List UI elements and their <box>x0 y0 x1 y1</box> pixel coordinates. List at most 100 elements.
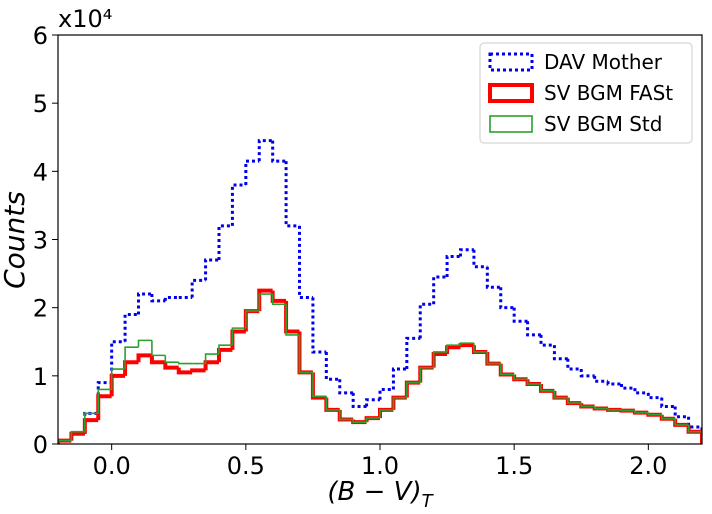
histogram-step <box>298 334 313 374</box>
y-axis-label: Counts <box>0 191 31 289</box>
histogram-step <box>163 362 179 370</box>
histogram-step <box>485 266 501 289</box>
histogram-step <box>284 300 300 334</box>
histogram-step <box>243 309 260 332</box>
histogram-step <box>110 368 126 390</box>
x-axis-label: (B − V)T <box>327 477 434 512</box>
y-tick-label: 1 <box>33 363 48 391</box>
legend-swatch <box>489 115 533 133</box>
plot-frame <box>57 34 703 445</box>
histogram-step <box>244 159 260 185</box>
histogram-step <box>284 161 300 228</box>
histogram-step <box>285 304 300 336</box>
histogram-step <box>378 387 394 400</box>
histogram-step <box>647 412 662 416</box>
histogram-step <box>513 374 528 381</box>
histogram-step <box>392 396 407 410</box>
histogram-step <box>270 290 287 303</box>
histogram-step <box>176 367 193 375</box>
histogram-step <box>660 414 676 420</box>
x-tick-label: 2.0 <box>629 452 667 480</box>
y-tick-label: 0 <box>33 431 48 459</box>
histogram-step <box>190 368 206 373</box>
histogram-step <box>674 418 689 426</box>
histogram-step <box>593 406 609 410</box>
x-tick-label: 0.0 <box>93 452 131 480</box>
x-tick-label: 0.5 <box>227 452 265 480</box>
y-tick-label: 6 <box>33 22 48 50</box>
histogram-step <box>136 353 152 363</box>
legend-label: SV BGM Std <box>544 112 662 136</box>
histogram-step <box>298 225 313 299</box>
histogram-step <box>245 310 260 329</box>
histogram-step <box>471 345 488 354</box>
histogram-step <box>230 183 246 226</box>
x-axis-label-main: (B − V) <box>327 477 421 507</box>
histogram-step <box>58 439 72 444</box>
histogram-step <box>552 345 568 361</box>
histogram-step <box>498 363 515 377</box>
y-offset-label: x10⁴ <box>58 5 112 33</box>
histogram-step <box>163 295 179 301</box>
y-tick-label: 4 <box>33 158 48 186</box>
legend-swatch <box>488 83 534 103</box>
histogram-step <box>352 419 367 423</box>
histogram-step <box>123 360 139 376</box>
legend-label: SV BGM FASt <box>544 81 673 105</box>
histogram-step <box>552 390 568 400</box>
histogram-step <box>324 351 340 381</box>
histogram-step <box>310 372 327 400</box>
histogram-step <box>620 409 635 412</box>
histogram-step <box>257 139 273 162</box>
histogram-step <box>231 327 246 346</box>
histogram-step <box>459 248 474 257</box>
histogram-step <box>69 431 85 441</box>
y-tick-label: 2 <box>33 295 48 323</box>
histogram-step <box>499 287 515 310</box>
histogram-step <box>149 355 166 365</box>
histogram-step <box>553 390 568 399</box>
histogram-step <box>337 409 354 422</box>
histogram-step <box>567 397 582 404</box>
x-tick-label: 1.5 <box>495 452 533 480</box>
histogram-step <box>673 418 689 427</box>
histogram-step <box>324 397 340 412</box>
histogram-step <box>405 336 421 370</box>
x-tick-label: 1.0 <box>361 452 399 480</box>
histogram-step <box>109 373 126 397</box>
histogram-step <box>459 342 474 346</box>
histogram-step <box>620 384 635 390</box>
histogram-step <box>472 249 488 269</box>
histogram-step <box>203 360 219 371</box>
histogram-step <box>593 375 609 383</box>
histogram-step <box>190 278 206 298</box>
histogram-step <box>258 293 273 312</box>
histogram-step <box>70 430 85 441</box>
histogram-step <box>177 362 193 365</box>
histogram-step <box>365 417 380 423</box>
histogram-step <box>445 345 461 355</box>
histogram-step <box>458 343 474 348</box>
histogram-step <box>204 258 219 281</box>
histogram-step <box>271 294 287 306</box>
histogram-step <box>164 355 179 363</box>
histogram-step <box>566 358 582 371</box>
histogram-step <box>297 331 313 375</box>
histogram-step <box>391 367 407 390</box>
histogram-step <box>579 369 595 378</box>
histogram-step <box>445 255 461 277</box>
histogram-step <box>580 403 595 408</box>
histogram-step <box>404 380 421 398</box>
histogram-step <box>391 395 407 410</box>
histogram-step <box>217 347 233 363</box>
histogram-step <box>432 351 448 368</box>
histogram-step <box>230 329 246 350</box>
histogram-step <box>419 366 434 383</box>
histogram-step <box>137 339 152 348</box>
histogram-step <box>526 379 541 385</box>
histogram-step <box>311 297 327 354</box>
histogram-step <box>418 365 434 383</box>
histogram-step <box>565 397 582 406</box>
histogram-step <box>325 396 340 411</box>
histogram-step <box>84 412 99 432</box>
